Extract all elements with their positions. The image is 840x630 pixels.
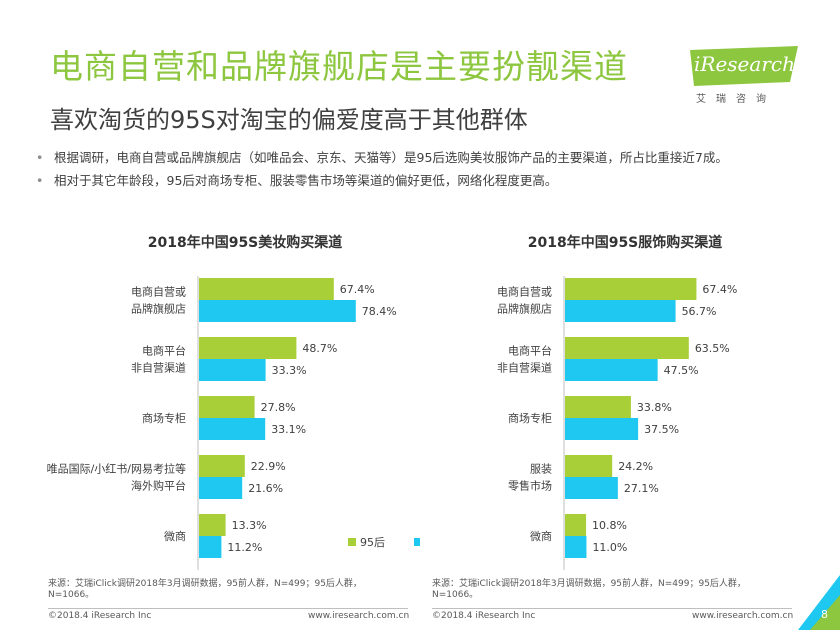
bar-95qian bbox=[199, 536, 222, 558]
bar-value-label: 37.5% bbox=[644, 423, 679, 436]
source-note-left: 来源：艾瑞iClick调研2018年3月调研数据，95前人群，N=499；95后… bbox=[48, 579, 362, 600]
bar-95hou bbox=[565, 455, 613, 477]
logo-text: iResearch bbox=[694, 52, 795, 76]
bar-value-label: 67.4% bbox=[702, 283, 737, 296]
category-label: 非自营渠道 bbox=[497, 361, 552, 375]
bar-95qian bbox=[565, 477, 618, 499]
category-label: 服装 bbox=[530, 463, 552, 476]
bar-95qian bbox=[199, 418, 266, 440]
finding-text: 相对于其它年龄段，95后对商场专柜、服装零售市场等渠道的偏好更低，网络化程度更高… bbox=[54, 173, 558, 188]
bar-value-label: 47.5% bbox=[664, 364, 699, 377]
bar-value-label: 11.0% bbox=[592, 541, 627, 554]
category-label: 电商自营或 bbox=[131, 285, 186, 299]
category-label: 电商自营或 bbox=[497, 285, 552, 299]
footer-copyright-right: ©2018.4 iResearch Inc bbox=[432, 611, 536, 621]
bar-value-label: 10.8% bbox=[592, 519, 627, 532]
bar-value-label: 13.3% bbox=[232, 519, 267, 532]
logo-banner-shape bbox=[690, 46, 798, 86]
bar-value-label: 33.3% bbox=[272, 364, 307, 377]
bar-95qian bbox=[565, 418, 639, 440]
page-title: 电商自营和品牌旗舰店是主要扮靓渠道 bbox=[50, 47, 628, 86]
bar-value-label: 78.4% bbox=[362, 305, 397, 318]
page-corner-decoration bbox=[798, 575, 840, 630]
category-label: 微商 bbox=[530, 529, 552, 543]
bar-95hou bbox=[199, 337, 297, 359]
bar-value-label: 33.8% bbox=[637, 401, 672, 414]
footer-url-left[interactable]: www.iresearch.com.cn bbox=[308, 611, 410, 621]
bar-95hou bbox=[565, 514, 587, 536]
bar-95hou bbox=[199, 514, 226, 536]
finding-item: • 相对于其它年龄段，95后对商场专柜、服装零售市场等渠道的偏好更低，网络化程度… bbox=[36, 171, 796, 190]
bar-95qian bbox=[565, 359, 658, 381]
bar-95qian bbox=[199, 300, 356, 322]
legend-swatch bbox=[348, 538, 356, 546]
footer-url-right[interactable]: www.iresearch.com.cn bbox=[692, 611, 794, 621]
bar-value-label: 11.2% bbox=[227, 541, 262, 554]
chart-title-makeup: 2018年中国95S美妆购买渠道 bbox=[147, 235, 343, 251]
chart-title-apparel: 2018年中国95S服饰购买渠道 bbox=[527, 235, 723, 251]
bar-95hou bbox=[199, 396, 255, 418]
footer-divider-right bbox=[432, 608, 792, 609]
bar-value-label: 63.5% bbox=[695, 342, 730, 355]
bullet-dot-icon: • bbox=[36, 173, 44, 188]
page-subtitle: 喜欢淘货的95S对淘宝的偏爱度高于其他群体 bbox=[50, 106, 528, 134]
bar-value-label: 67.4% bbox=[340, 283, 375, 296]
category-label: 海外购平台 bbox=[131, 479, 186, 493]
bar-95hou bbox=[199, 278, 334, 300]
finding-text: 根据调研，电商自营或品牌旗舰店（如唯品会、京东、天猫等）是95后选购美妆服饰产品… bbox=[54, 150, 728, 165]
bar-95hou bbox=[565, 337, 689, 359]
bar-95qian bbox=[199, 477, 243, 499]
iresearch-logo: iResearch 艾瑞咨询 bbox=[690, 46, 800, 105]
page-number: 8 bbox=[821, 608, 828, 621]
legend-label: 95后 bbox=[360, 536, 385, 549]
bar-value-label: 24.2% bbox=[618, 460, 653, 473]
legend-swatch bbox=[414, 538, 420, 546]
bar-95hou bbox=[199, 455, 245, 477]
bar-95hou bbox=[565, 278, 697, 300]
category-label: 零售市场 bbox=[508, 479, 552, 493]
bar-value-label: 22.9% bbox=[251, 460, 286, 473]
bar-value-label: 21.6% bbox=[248, 482, 283, 495]
footer-divider-left bbox=[48, 608, 408, 609]
category-label: 微商 bbox=[164, 529, 186, 543]
footer-copyright-left: ©2018.4 iResearch Inc bbox=[48, 611, 152, 621]
bar-value-label: 56.7% bbox=[682, 305, 717, 318]
bar-95qian bbox=[565, 300, 676, 322]
source-note-right: 来源：艾瑞iClick调研2018年3月调研数据，95前人群，N=499；95后… bbox=[432, 579, 746, 600]
bar-value-label: 48.7% bbox=[302, 342, 337, 355]
category-label: 唯品国际/小红书/网易考拉等 bbox=[47, 462, 186, 476]
category-label: 非自营渠道 bbox=[131, 361, 186, 375]
bar-95hou bbox=[565, 396, 631, 418]
category-label: 商场专柜 bbox=[508, 411, 552, 425]
bar-95qian bbox=[199, 359, 266, 381]
bar-95qian bbox=[565, 536, 587, 558]
bar-value-label: 27.1% bbox=[624, 482, 659, 495]
key-findings: • 根据调研，电商自营或品牌旗舰店（如唯品会、京东、天猫等）是95后选购美妆服饰… bbox=[36, 148, 796, 194]
bar-value-label: 33.1% bbox=[271, 423, 306, 436]
category-label: 电商平台 bbox=[508, 344, 552, 358]
category-label: 品牌旗舰店 bbox=[497, 302, 552, 316]
bar-value-label: 27.8% bbox=[261, 401, 296, 414]
category-label: 商场专柜 bbox=[142, 411, 186, 425]
logo-chinese-text: 艾瑞咨询 bbox=[696, 94, 776, 105]
bullet-dot-icon: • bbox=[36, 150, 44, 165]
category-label: 品牌旗舰店 bbox=[131, 302, 186, 316]
category-label: 电商平台 bbox=[142, 344, 186, 358]
finding-item: • 根据调研，电商自营或品牌旗舰店（如唯品会、京东、天猫等）是95后选购美妆服饰… bbox=[36, 148, 796, 167]
